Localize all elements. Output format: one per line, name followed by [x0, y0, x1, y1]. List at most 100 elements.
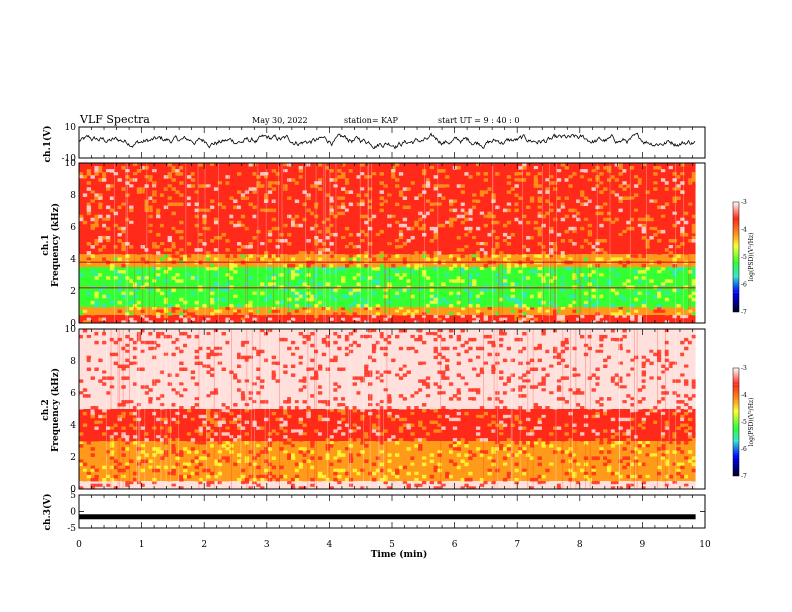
spectral-cell	[252, 420, 257, 425]
spectral-cell	[329, 169, 334, 173]
spectral-cell	[533, 294, 539, 299]
spectral-cell	[610, 267, 616, 271]
spectral-cell	[371, 267, 377, 271]
spectral-cell	[206, 411, 211, 416]
spectral-cell	[348, 315, 354, 319]
spectral-cell	[117, 462, 122, 467]
spectral-cell	[514, 459, 519, 464]
spectral-cell	[483, 432, 489, 436]
spectral-cell	[163, 300, 169, 305]
spectral-cell	[159, 223, 165, 228]
spectral-cell	[499, 297, 504, 302]
spectral-cell	[633, 211, 639, 216]
spectral-cell	[321, 291, 327, 296]
spectral-cell	[263, 226, 269, 231]
spectral-cell	[633, 184, 639, 188]
spectral-cell	[591, 226, 596, 231]
spectral-cell	[144, 459, 149, 464]
spectral-cell	[387, 193, 392, 197]
spectral-cell	[499, 432, 504, 436]
spectral-cell	[175, 254, 180, 258]
spectral-cell	[109, 444, 115, 448]
spectral-cell	[302, 294, 307, 299]
spectral-cell	[105, 276, 111, 280]
spectral-cell	[410, 163, 415, 167]
spectral-cell	[549, 414, 554, 419]
spectral-cell	[98, 220, 103, 225]
spectral-cell	[132, 435, 138, 439]
spectral-cell	[460, 248, 465, 252]
spectral-cell	[414, 196, 419, 200]
spectral-cell	[356, 223, 361, 228]
spectral-cell	[352, 453, 357, 457]
spectral-cell	[418, 288, 423, 293]
spectral-cell	[233, 276, 238, 280]
spectral-cell	[140, 441, 146, 445]
spectral-cell	[117, 300, 122, 305]
spectral-cell	[379, 248, 384, 252]
spectral-cell	[610, 190, 616, 194]
spectral-cell	[136, 217, 142, 222]
spectral-cell	[437, 468, 442, 473]
spectral-cell	[371, 223, 377, 228]
spectral-cell	[163, 307, 169, 311]
spectral-cell	[225, 462, 230, 467]
spectral-cell	[537, 300, 542, 305]
spectral-cell	[329, 288, 334, 293]
spectral-cell	[572, 477, 577, 482]
spectral-cell	[556, 462, 562, 467]
spectral-cell	[572, 423, 577, 427]
spectral-cell	[645, 444, 650, 448]
spectral-cell	[306, 257, 311, 262]
spectral-cell	[314, 288, 319, 293]
spectral-cell	[541, 214, 546, 219]
spectral-cell	[314, 257, 319, 262]
spectral-cell	[614, 312, 620, 316]
spectral-cell	[641, 477, 647, 482]
spectral-cell	[90, 288, 95, 293]
spectral-cell	[310, 429, 315, 433]
spectral-cell	[256, 214, 261, 219]
spectral-cell	[441, 312, 446, 316]
spectral-cell	[267, 462, 273, 467]
spectral-cell	[109, 300, 115, 305]
spectral-cell	[375, 211, 381, 216]
spectral-cell	[210, 232, 215, 237]
ch2-frequency-tick-label: 4	[70, 421, 76, 431]
spectral-cell	[510, 420, 515, 425]
spectral-cell	[352, 409, 357, 413]
spectral-cell	[510, 486, 515, 489]
spectral-cell	[129, 178, 134, 182]
spectral-cell	[475, 483, 481, 487]
spectral-cell	[510, 251, 515, 255]
spectral-cell	[314, 300, 319, 305]
spectral-cell	[190, 317, 196, 321]
spectral-cell	[684, 297, 689, 302]
spectral-cell	[94, 471, 99, 476]
spectral-cell	[579, 226, 585, 231]
spectral-cell	[136, 190, 142, 194]
spectral-cell	[82, 477, 88, 482]
spectral-cell	[225, 459, 230, 464]
spectral-cell	[406, 447, 411, 451]
spectral-cell	[626, 474, 631, 479]
spectral-cell	[483, 242, 489, 246]
spectral-cell	[206, 317, 211, 321]
spectral-cell	[271, 273, 277, 277]
spectral-cell	[583, 300, 589, 305]
spectral-cell	[499, 251, 504, 255]
spectral-cell	[518, 483, 523, 487]
spectral-cell	[576, 187, 581, 191]
spectral-cell	[368, 453, 373, 457]
spectral-cell	[298, 263, 304, 268]
spectral-cell	[171, 483, 176, 487]
spectral-cell	[684, 417, 689, 422]
spectral-cell	[256, 444, 261, 448]
spectral-cell	[395, 178, 400, 182]
spectral-cell	[271, 223, 277, 228]
spectral-cell	[533, 486, 539, 489]
spectral-cell	[495, 163, 500, 167]
spectral-cell	[356, 193, 361, 197]
spectral-cell	[610, 288, 616, 293]
spectral-cell	[144, 411, 149, 416]
